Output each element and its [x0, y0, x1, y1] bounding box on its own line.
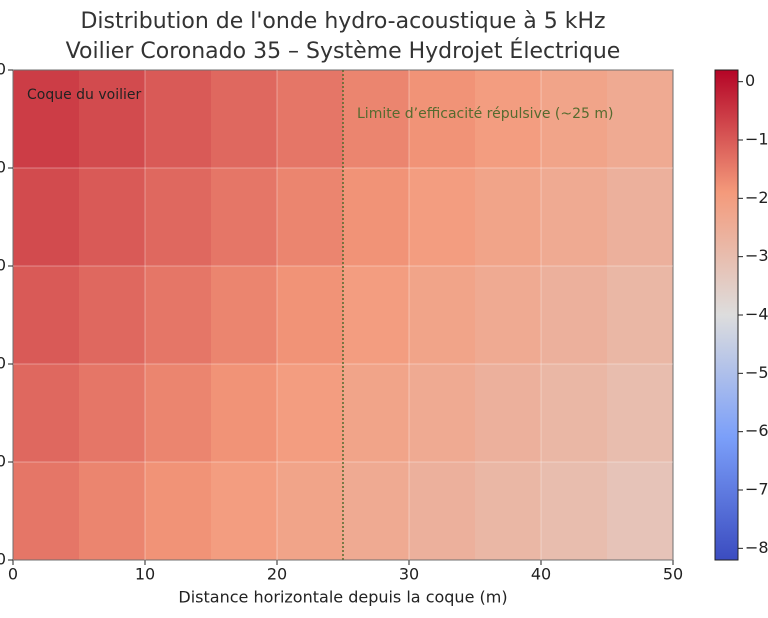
chart-subtitle: Voilier Coronado 35 – Système Hydrojet É… [66, 38, 621, 64]
heatmap-cell [211, 364, 278, 463]
heatmap-cell [409, 168, 476, 267]
colorbar-tick-label: −5 [745, 363, 768, 382]
heatmap-cell [211, 70, 278, 169]
annotation: Coque du voilier [27, 87, 142, 103]
x-tick-label: 0 [8, 565, 18, 584]
heatmap-cell [607, 70, 674, 169]
heatmap-cell [475, 168, 542, 267]
heatmap-cell [475, 462, 542, 561]
x-tick-label: 10 [135, 565, 155, 584]
chart-title: Distribution de l'onde hydro-acoustique … [80, 9, 605, 34]
heatmap-cell [343, 70, 410, 169]
heatmap-cell [79, 168, 146, 267]
heatmap-cell [145, 70, 212, 169]
heatmap-cell [541, 70, 608, 169]
heatmap-cell [13, 462, 80, 561]
heatmap-cell [475, 364, 542, 463]
heatmap-cell [475, 266, 542, 365]
heatmap-cell [13, 168, 80, 267]
heatmap-cell [211, 266, 278, 365]
annotation: Limite d’efficacité répulsive (~25 m) [357, 106, 613, 122]
heatmap-cell [541, 168, 608, 267]
heatmap-cell [145, 266, 212, 365]
heatmap-cell [541, 462, 608, 561]
heatmap-cell [277, 168, 344, 267]
heatmap-cell [145, 168, 212, 267]
x-tick-label: 30 [399, 565, 419, 584]
colorbar-tick-label: −6 [745, 421, 768, 440]
heatmap-cell [343, 364, 410, 463]
heatmap-cell [475, 70, 542, 169]
heatmap-cell [277, 364, 344, 463]
heatmap-cell [607, 266, 674, 365]
heatmap-cell [277, 70, 344, 169]
heatmap-cell [13, 70, 80, 169]
heatmap-cell [541, 266, 608, 365]
heatmap-cell [409, 462, 476, 561]
heatmap-cell [409, 364, 476, 463]
x-axis-label: Distance horizontale depuis la coque (m) [178, 588, 507, 607]
colorbar-tick-label: −1 [745, 130, 768, 149]
colorbar-tick-label: −4 [745, 305, 768, 324]
heatmap-cell [343, 168, 410, 267]
heatmap-cell [79, 364, 146, 463]
heatmap-cell [409, 70, 476, 169]
heatmap-cell [541, 364, 608, 463]
colorbar-tick-label: −7 [745, 480, 768, 499]
heatmap-cell [211, 168, 278, 267]
colorbar-tick-label: −8 [745, 538, 768, 557]
heatmap-cell [277, 462, 344, 561]
heatmap-cell [211, 462, 278, 561]
heatmap-cell [13, 266, 80, 365]
heatmap-cell [409, 266, 476, 365]
x-tick-label: 50 [663, 565, 683, 584]
heatmap-cell [277, 266, 344, 365]
heatmap-cell [607, 168, 674, 267]
heatmap-cell [607, 462, 674, 561]
colorbar [714, 69, 739, 561]
heatmap-cell [79, 462, 146, 561]
heatmap-cell [607, 364, 674, 463]
heatmap-cell [145, 364, 212, 463]
heatmap-cell [145, 462, 212, 561]
x-tick-label: 40 [531, 565, 551, 584]
y-tick-label: 40 [0, 452, 6, 471]
heatmap-cell [79, 70, 146, 169]
y-tick-label: 10 [0, 158, 6, 177]
y-tick-label: 0 [0, 60, 6, 79]
heatmap-cell [343, 462, 410, 561]
y-tick-label: 50 [0, 550, 6, 569]
heatmap-cell [13, 364, 80, 463]
y-tick-label: 30 [0, 354, 6, 373]
x-tick-label: 20 [267, 565, 287, 584]
heatmap [13, 70, 674, 561]
y-tick-label: 20 [0, 256, 6, 275]
heatmap-cell [343, 266, 410, 365]
heatmap-cell [79, 266, 146, 365]
colorbar-tick-label: 0 [745, 71, 755, 90]
colorbar-tick-label: −2 [745, 188, 768, 207]
colorbar-tick-label: −3 [745, 246, 768, 265]
